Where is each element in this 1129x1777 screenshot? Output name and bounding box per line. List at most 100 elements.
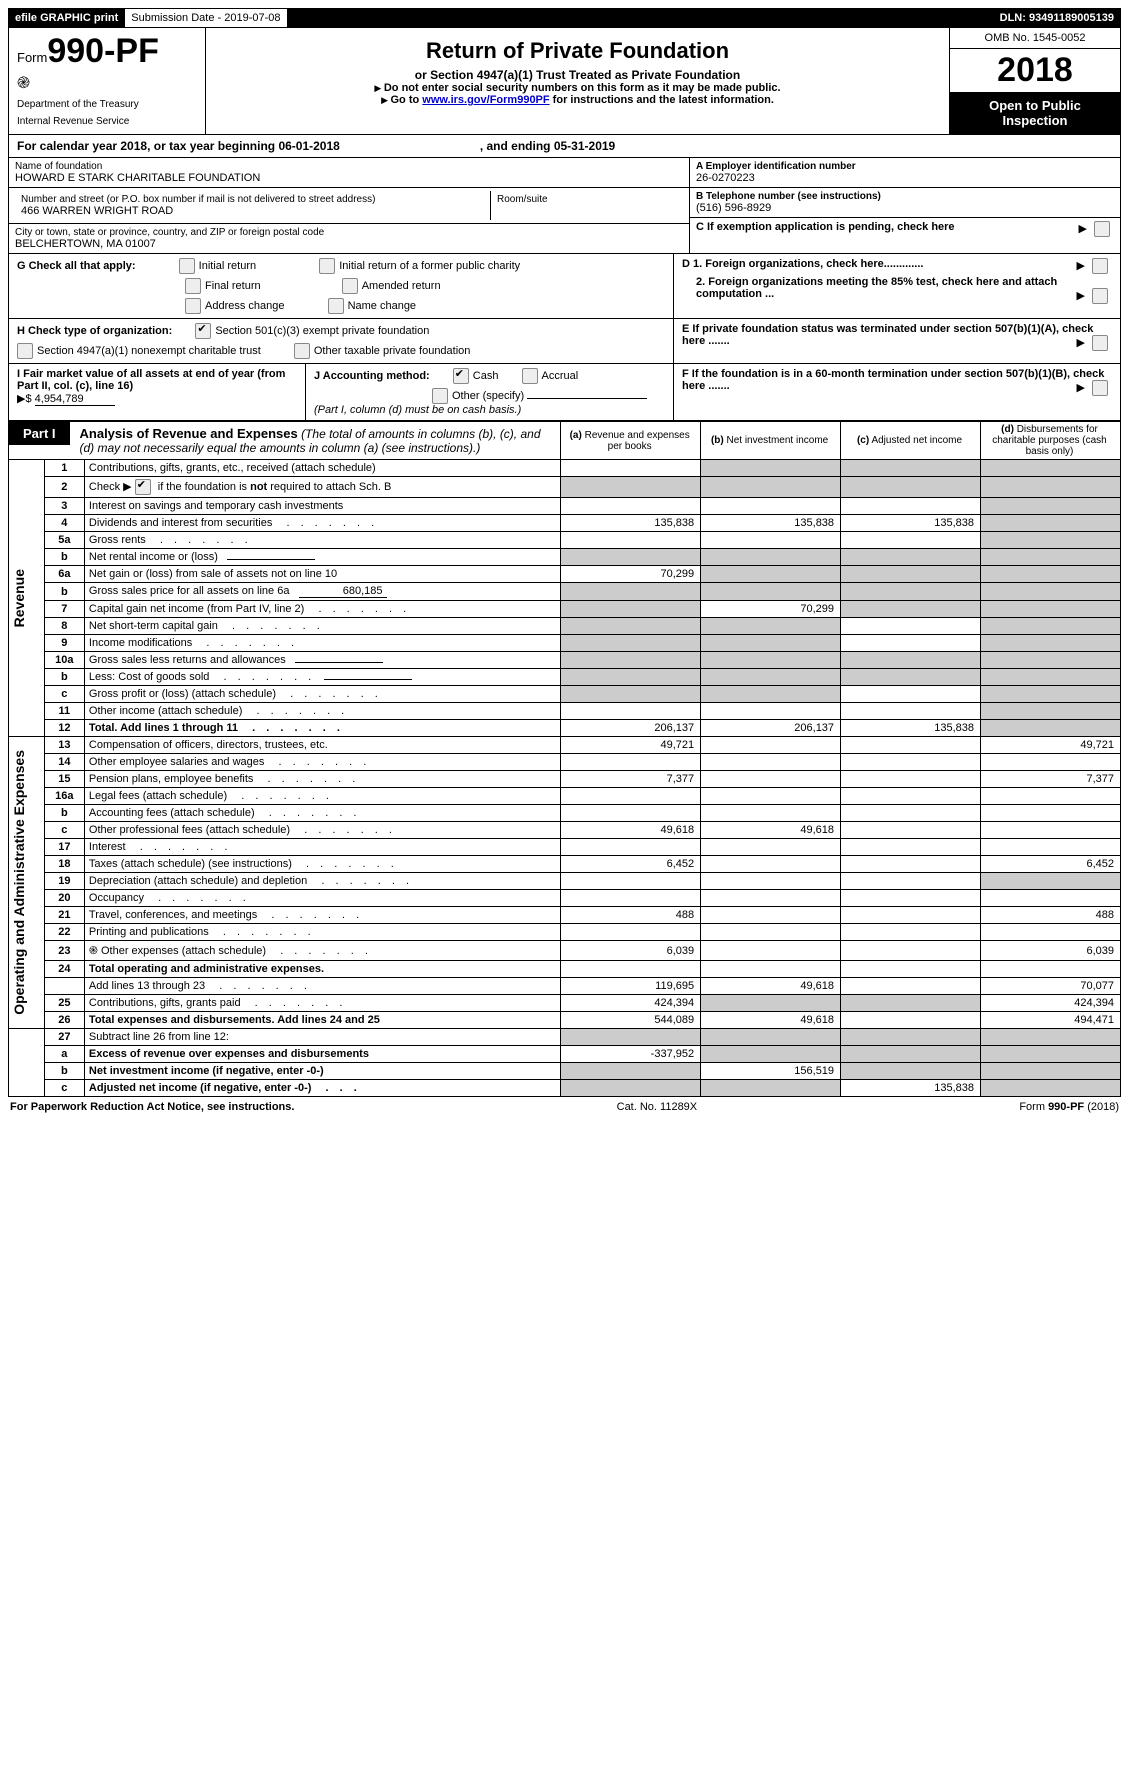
h-4947-checkbox[interactable]: [17, 343, 33, 359]
g-initial-former-checkbox[interactable]: [319, 258, 335, 274]
h-501c3-checkbox[interactable]: [195, 323, 211, 339]
form-subtitle: or Section 4947(a)(1) Trust Treated as P…: [212, 68, 943, 82]
attachment-icon: ֎: [89, 945, 98, 957]
line-number: 26: [44, 1012, 84, 1029]
table-row: bGross sales price for all assets on lin…: [9, 583, 1121, 601]
line-number: 2: [44, 477, 84, 498]
table-row: 18Taxes (attach schedule) (see instructi…: [9, 856, 1121, 873]
exemption-pending-checkbox[interactable]: [1094, 221, 1110, 237]
h-other-checkbox[interactable]: [294, 343, 310, 359]
line-description: Other income (attach schedule) . . . . .…: [84, 703, 560, 720]
table-row: 12Total. Add lines 1 through 11 . . . . …: [9, 720, 1121, 737]
line-description: Total. Add lines 1 through 11 . . . . . …: [84, 720, 560, 737]
d1-label: D 1. Foreign organizations, check here..…: [682, 258, 923, 270]
line-number: 6a: [44, 566, 84, 583]
calendar-year-line: For calendar year 2018, or tax year begi…: [8, 135, 1121, 158]
foundation-name: HOWARD E STARK CHARITABLE FOUNDATION: [15, 172, 683, 184]
g-name-change-checkbox[interactable]: [328, 298, 344, 314]
g-amended-return-checkbox[interactable]: [342, 278, 358, 294]
j-accrual-checkbox[interactable]: [522, 368, 538, 384]
table-row: bNet investment income (if negative, ent…: [9, 1063, 1121, 1080]
inline-amount: 680,185: [299, 585, 387, 598]
table-row: 23֎ Other expenses (attach schedule) . .…: [9, 941, 1121, 961]
line-number: 24: [44, 961, 84, 978]
g-address-change-checkbox[interactable]: [185, 298, 201, 314]
table-row: 15Pension plans, employee benefits . . .…: [9, 771, 1121, 788]
line-number: b: [44, 669, 84, 686]
line-number: 25: [44, 995, 84, 1012]
tax-year: 2018: [950, 49, 1120, 92]
dept-irs: Internal Revenue Service: [17, 116, 197, 127]
cal-end: , and ending 05-31-2019: [480, 139, 615, 153]
form-prefix: Form: [17, 50, 47, 65]
table-row: cGross profit or (loss) (attach schedule…: [9, 686, 1121, 703]
table-row: 20Occupancy . . . . . . .: [9, 890, 1121, 907]
part1-table: Part I Analysis of Revenue and Expenses …: [8, 421, 1121, 1097]
city-state-zip: BELCHERTOWN, MA 01007: [15, 238, 683, 250]
j-other-checkbox[interactable]: [432, 388, 448, 404]
d1-checkbox[interactable]: [1092, 258, 1108, 274]
line-description: Gross sales price for all assets on line…: [84, 583, 560, 601]
table-row: 11Other income (attach schedule) . . . .…: [9, 703, 1121, 720]
e-checkbox[interactable]: [1092, 335, 1108, 351]
d2-checkbox[interactable]: [1092, 288, 1108, 304]
line-number: 5a: [44, 532, 84, 549]
j-accrual-label: Accrual: [542, 370, 579, 382]
irs-logo-icon: ֎: [17, 71, 197, 93]
line-number: 23: [44, 941, 84, 961]
j-note: (Part I, column (d) must be on cash basi…: [314, 404, 521, 416]
g-final-return-checkbox[interactable]: [185, 278, 201, 294]
form-header: Form990-PF ֎ Department of the Treasury …: [8, 28, 1121, 135]
line-number: 14: [44, 754, 84, 771]
line-number: 4: [44, 515, 84, 532]
line-number: 20: [44, 890, 84, 907]
line-description: Check ▶ if the foundation is not require…: [84, 477, 560, 498]
phone-label: B Telephone number (see instructions): [696, 191, 1114, 202]
j-label: J Accounting method:: [314, 370, 430, 382]
j-cash-checkbox[interactable]: [453, 368, 469, 384]
line-description: Dividends and interest from securities .…: [84, 515, 560, 532]
street-address: 466 WARREN WRIGHT ROAD: [21, 205, 484, 217]
h-opt-501c3: Section 501(c)(3) exempt private foundat…: [215, 325, 429, 337]
form-note1: Do not enter social security numbers on …: [384, 82, 781, 94]
line-number: 13: [44, 737, 84, 754]
table-row: 3Interest on savings and temporary cash …: [9, 498, 1121, 515]
page-footer: For Paperwork Reduction Act Notice, see …: [8, 1097, 1121, 1117]
table-row: bLess: Cost of goods sold . . . . . . .: [9, 669, 1121, 686]
table-row: 17Interest . . . . . . .: [9, 839, 1121, 856]
line-description: Total expenses and disbursements. Add li…: [84, 1012, 560, 1029]
table-row: 5aGross rents . . . . . . .: [9, 532, 1121, 549]
info-block: Name of foundation HOWARD E STARK CHARIT…: [8, 158, 1121, 254]
g-initial-return-checkbox[interactable]: [179, 258, 195, 274]
line-description: Add lines 13 through 23 . . . . . . .: [84, 978, 560, 995]
instructions-link[interactable]: www.irs.gov/Form990PF: [422, 94, 549, 106]
table-row: 19Depreciation (attach schedule) and dep…: [9, 873, 1121, 890]
ein-value: 26-0270223: [696, 172, 1114, 184]
part1-tag: Part I: [9, 422, 70, 445]
col-b-header: Net investment income: [727, 435, 829, 446]
line-number: 19: [44, 873, 84, 890]
table-row: 16aLegal fees (attach schedule) . . . . …: [9, 788, 1121, 805]
f-checkbox[interactable]: [1092, 380, 1108, 396]
phone-value: (516) 596-8929: [696, 202, 1114, 214]
fmv-value: 4,954,789: [35, 393, 115, 406]
line-description: Income modifications . . . . . . .: [84, 635, 560, 652]
form-title: Return of Private Foundation: [212, 38, 943, 64]
line-description: Total operating and administrative expen…: [84, 961, 560, 978]
table-row: aExcess of revenue over expenses and dis…: [9, 1046, 1121, 1063]
form-number: 990-PF: [47, 32, 159, 70]
footer-left: For Paperwork Reduction Act Notice, see …: [10, 1101, 294, 1113]
line-number: 18: [44, 856, 84, 873]
line-number: 22: [44, 924, 84, 941]
line-description: Accounting fees (attach schedule) . . . …: [84, 805, 560, 822]
line-number: 9: [44, 635, 84, 652]
section-label: Operating and Administrative Expenses: [9, 742, 29, 1023]
sch-b-checkbox[interactable]: [135, 479, 151, 495]
line-description: Compensation of officers, directors, tru…: [84, 737, 560, 754]
dept-treasury: Department of the Treasury: [17, 99, 197, 110]
line-number: b: [44, 583, 84, 601]
line-number: 21: [44, 907, 84, 924]
g-label: G Check all that apply:: [17, 260, 136, 272]
g-opt-name: Name change: [348, 300, 417, 312]
j-other-label: Other (specify): [452, 390, 524, 402]
